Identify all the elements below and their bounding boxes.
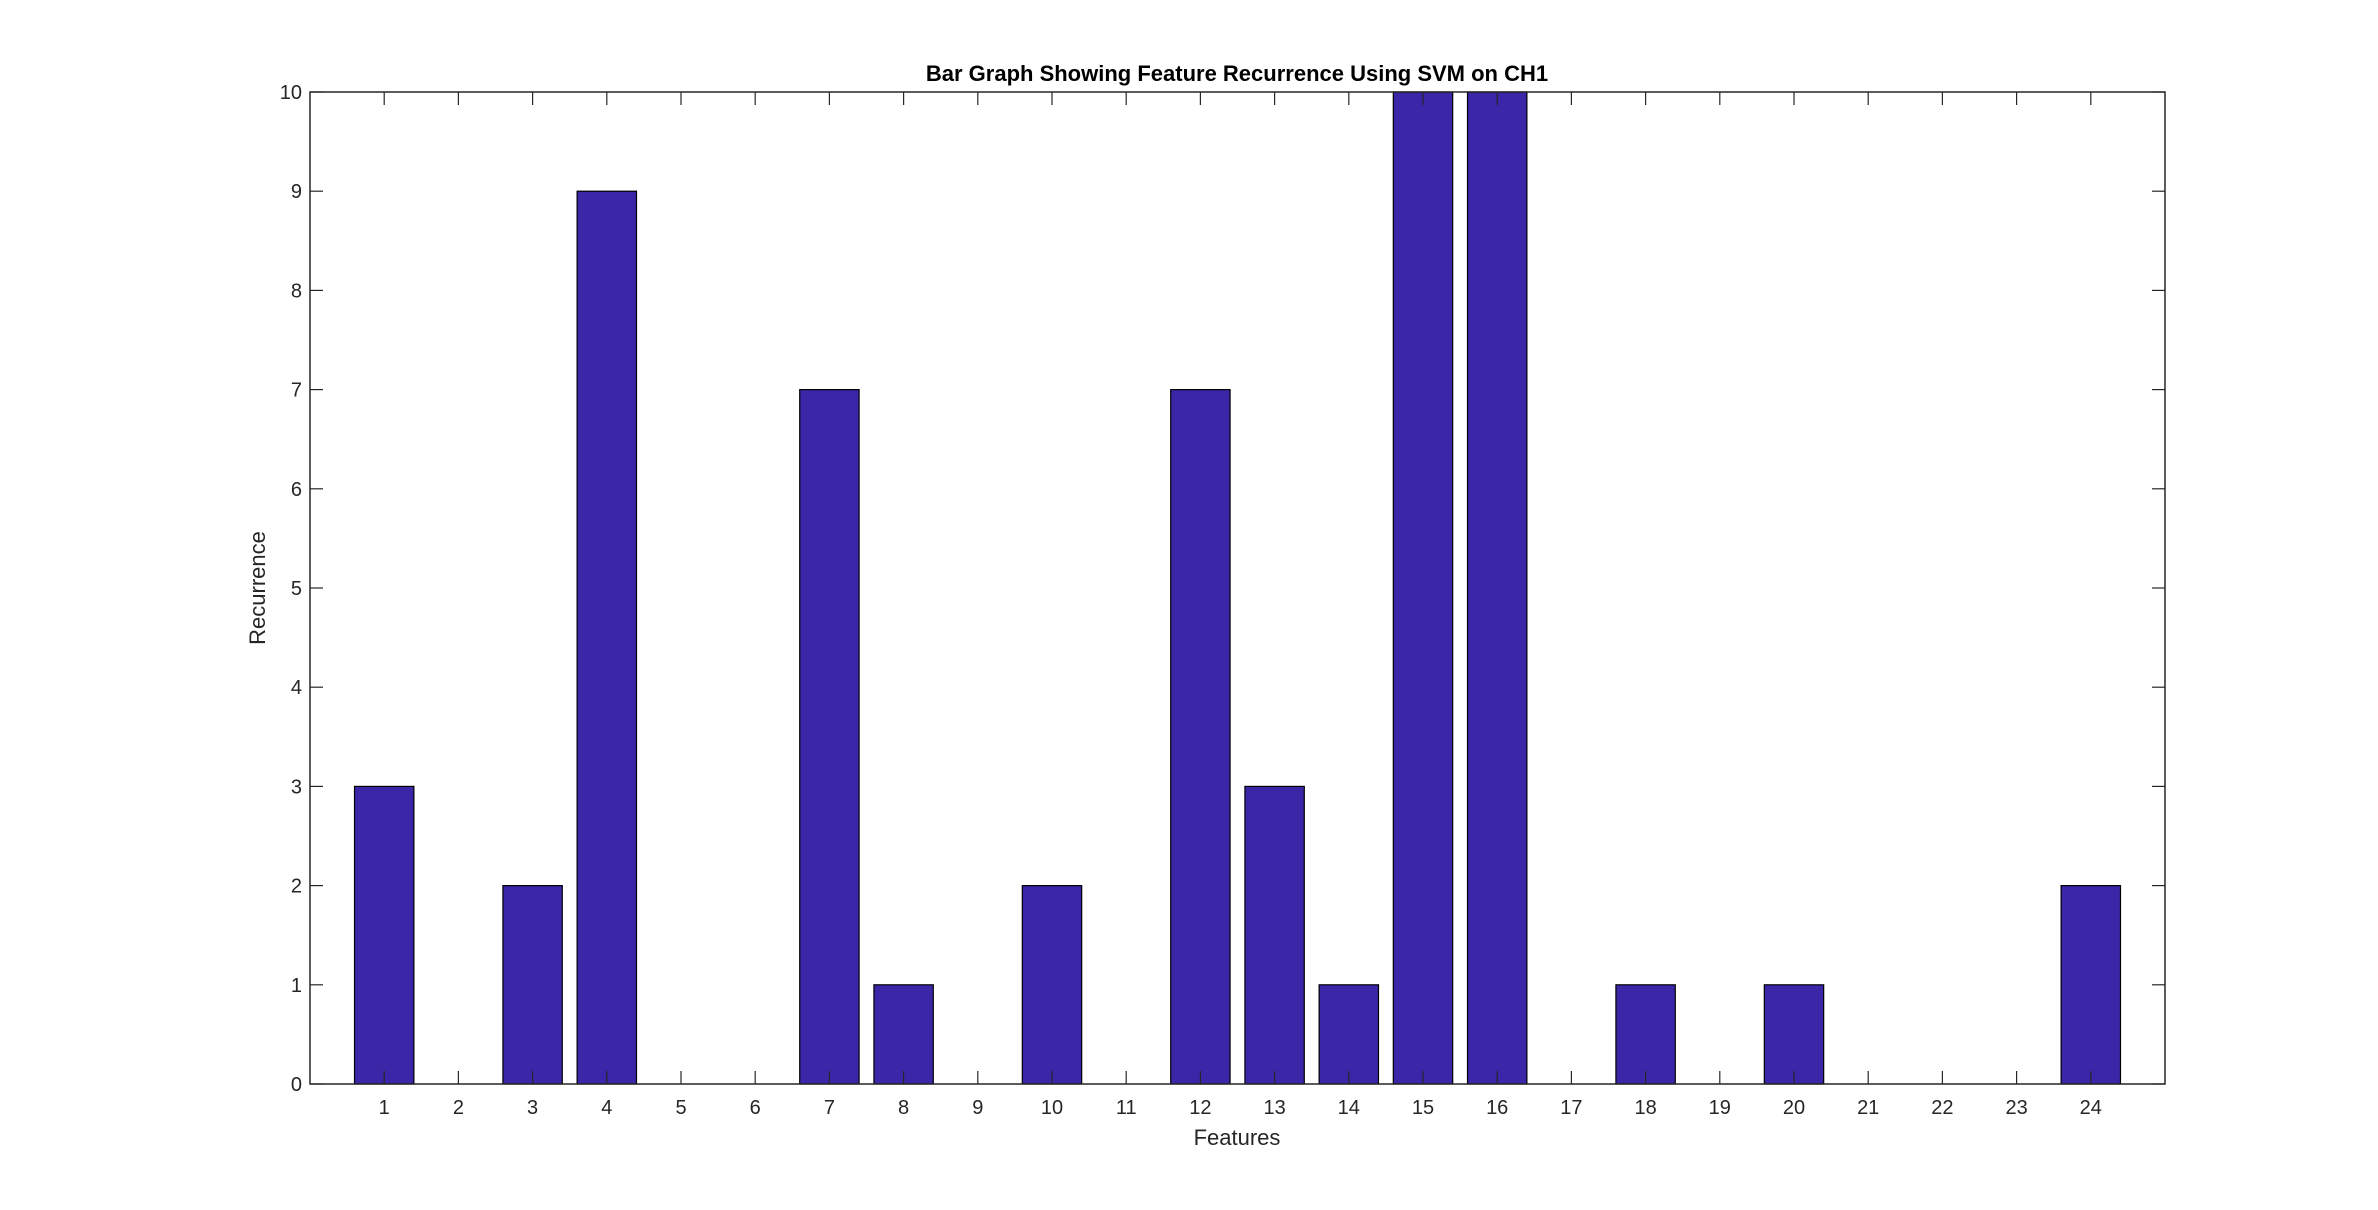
y-tick-label-0: 0	[291, 1074, 302, 1096]
x-tick-label-17: 17	[1560, 1097, 1582, 1119]
y-tick-label-2: 2	[291, 876, 302, 898]
bar-feature-14	[1318, 984, 1380, 1085]
bar-feature-10	[1021, 884, 1083, 1085]
bar-feature-1	[353, 785, 415, 1085]
bar-feature-8	[873, 984, 934, 1085]
x-tick-label-15: 15	[1412, 1097, 1434, 1119]
x-axis-label: Features	[1194, 1125, 1281, 1150]
x-tick-label-12: 12	[1189, 1097, 1211, 1119]
x-tick-label-23: 23	[2005, 1097, 2027, 1119]
x-tick-label-16: 16	[1486, 1097, 1508, 1119]
x-tick-label-13: 13	[1263, 1097, 1285, 1119]
bar-feature-12	[1170, 389, 1231, 1085]
bar-feature-4	[576, 190, 638, 1085]
bars-layer	[353, 91, 2122, 1085]
bar-feature-3	[502, 884, 563, 1085]
bar-feature-15	[1392, 91, 1454, 1085]
y-tick-label-7: 7	[291, 380, 302, 402]
x-tick-label-8: 8	[898, 1097, 909, 1119]
x-tick-label-21: 21	[1857, 1097, 1879, 1119]
x-tick-label-9: 9	[972, 1097, 983, 1119]
x-tick-label-20: 20	[1783, 1097, 1805, 1119]
x-tick-label-3: 3	[527, 1097, 538, 1119]
x-tick-label-11: 11	[1116, 1097, 1137, 1119]
tick-labels-layer: 1 2 3 4 5 6 7 8 9 10 11 12 13 14 15 16 17 18 19 20 21 22 23 240…	[280, 82, 2102, 1119]
bar-feature-20	[1763, 984, 1825, 1085]
bar-feature-16	[1466, 91, 1528, 1085]
x-tick-label-7: 7	[824, 1097, 835, 1119]
x-tick-label-18: 18	[1634, 1097, 1656, 1119]
bar-feature-13	[1244, 785, 1305, 1085]
y-axis-label: Recurrence	[245, 531, 270, 645]
bar-feature-18	[1615, 984, 1676, 1085]
y-tick-label-3: 3	[291, 776, 302, 798]
x-tick-label-5: 5	[675, 1097, 686, 1119]
y-tick-label-5: 5	[291, 578, 302, 600]
chart-title: Bar Graph Showing Feature Recurrence Usi…	[926, 61, 1548, 86]
x-tick-label-2: 2	[453, 1097, 464, 1119]
x-tick-label-4: 4	[601, 1097, 612, 1119]
x-tick-label-10: 10	[1041, 1097, 1063, 1119]
y-tick-label-10: 10	[280, 82, 302, 104]
y-tick-label-1: 1	[291, 975, 302, 997]
bar-feature-7	[799, 389, 860, 1085]
y-tick-label-6: 6	[291, 479, 302, 501]
x-tick-label-6: 6	[750, 1097, 761, 1119]
y-tick-label-8: 8	[291, 280, 302, 302]
x-tick-label-19: 19	[1709, 1097, 1731, 1119]
ticks-layer	[310, 91, 2165, 1085]
x-tick-label-22: 22	[1931, 1097, 1953, 1119]
y-tick-label-4: 4	[291, 677, 302, 699]
axes-box	[309, 91, 2166, 1085]
x-tick-label-1: 1	[379, 1097, 390, 1119]
x-tick-label-24: 24	[2080, 1097, 2102, 1119]
bar-feature-24	[2060, 884, 2122, 1085]
y-tick-label-9: 9	[291, 181, 302, 203]
x-tick-label-14: 14	[1338, 1097, 1360, 1119]
